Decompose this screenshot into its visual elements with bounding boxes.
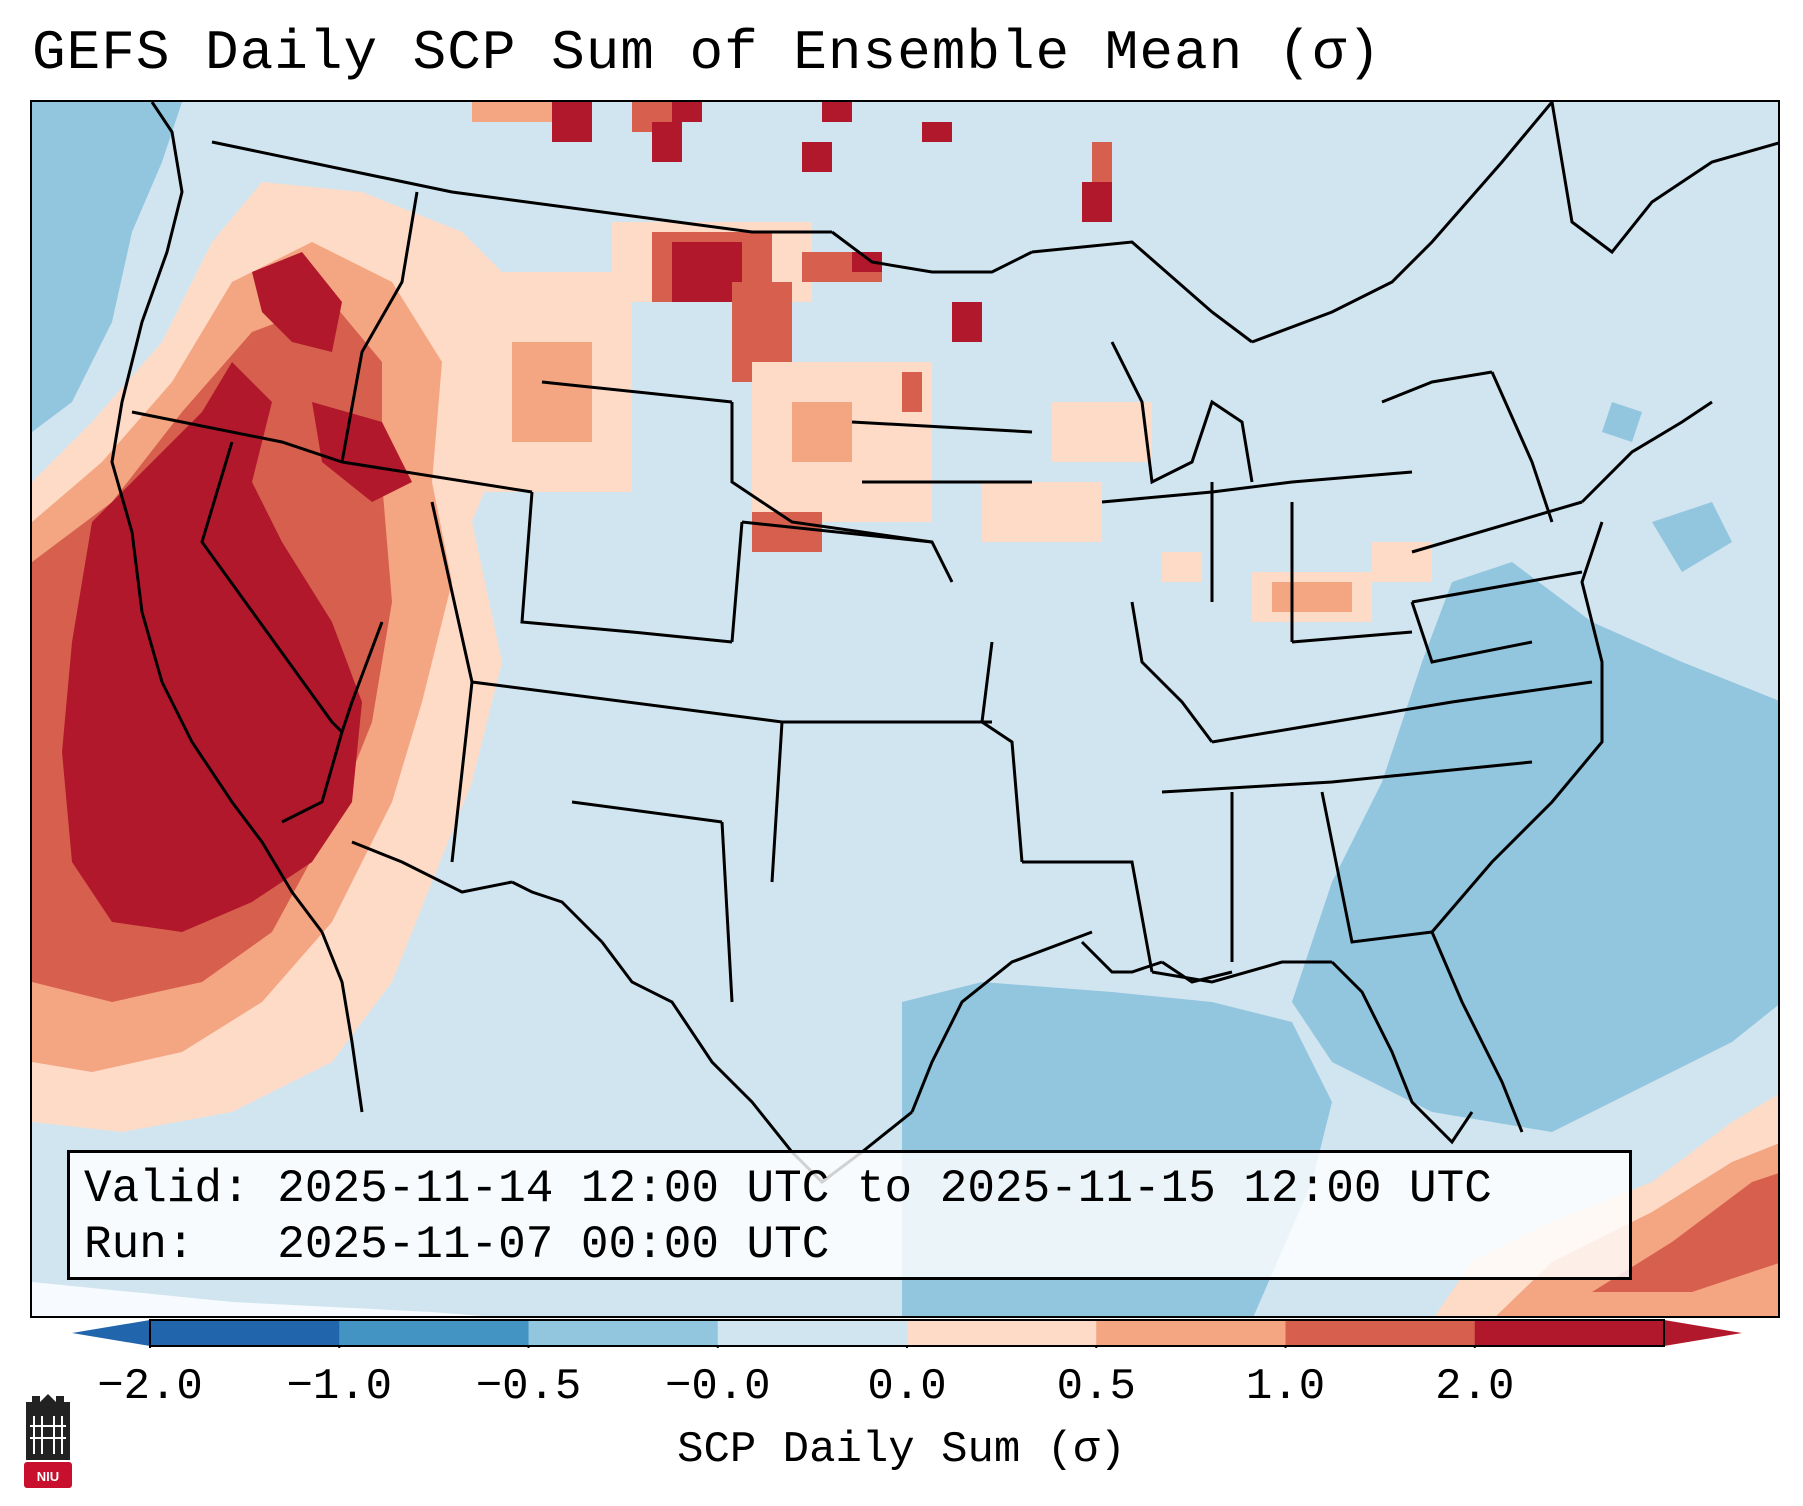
- colorbar-over-triangle: [1664, 1320, 1742, 1346]
- colorbar-bin: [150, 1320, 340, 1346]
- coastlines-and-borders: [110, 102, 1778, 1184]
- logo-text: NIU: [37, 1469, 59, 1484]
- oregon-max: [252, 252, 342, 352]
- domain-edge: [32, 1282, 482, 1316]
- colorbar-bin: [339, 1320, 529, 1346]
- colorbar-tick-label: −0.0: [664, 1362, 771, 1412]
- colorbar-bin: [1285, 1320, 1476, 1346]
- atlantic-negative-patch: [1652, 502, 1732, 572]
- colorbar-tick-label: −0.5: [475, 1362, 582, 1412]
- map-panel[interactable]: [30, 100, 1780, 1318]
- colorbar-tick-label: −2.0: [97, 1362, 203, 1412]
- validity-info-box: Valid: 2025-11-14 12:00 UTC to 2025-11-1…: [67, 1150, 1632, 1280]
- colorbar-bin: [1474, 1320, 1665, 1346]
- map-canvas: [32, 102, 1778, 1316]
- colorbar-bin: [1096, 1320, 1286, 1346]
- run-label: Run:: [84, 1219, 195, 1271]
- colorbar-under-triangle: [72, 1320, 150, 1346]
- pacific-negative-area: [32, 102, 182, 432]
- colorbar-label: SCP Daily Sum (σ): [677, 1425, 1126, 1475]
- colorbar-bin: [528, 1320, 719, 1346]
- colorbar-tick-label: 2.0: [1435, 1362, 1515, 1412]
- northern-plains-positive-patches: [472, 102, 1432, 622]
- valid-range: 2025-11-14 12:00 UTC to 2025-11-15 12:00…: [277, 1163, 1492, 1215]
- colorbar-tick-label: 1.0: [1245, 1362, 1326, 1412]
- colorbar-bin: [717, 1320, 908, 1346]
- valid-label: Valid:: [84, 1163, 250, 1215]
- niu-logo: NIU: [24, 1394, 72, 1488]
- colorbar-tick-label: 0.0: [867, 1362, 947, 1412]
- map-title: GEFS Daily SCP Sum of Ensemble Mean (σ): [32, 21, 1382, 85]
- caribbean-positive-strong: [1592, 1173, 1778, 1292]
- colorbar-tick-label: −1.0: [286, 1362, 393, 1412]
- run-time: 2025-11-07 00:00 UTC: [277, 1219, 830, 1271]
- colorbar-tick-label: 0.5: [1056, 1362, 1136, 1412]
- colorbar-bin: [907, 1320, 1097, 1346]
- idaho-max: [312, 402, 412, 502]
- northeast-negative-patch: [1602, 402, 1642, 442]
- california-nevada-max: [62, 362, 362, 932]
- colorbar: [72, 1319, 1742, 1348]
- atlantic-negative-area: [1292, 562, 1778, 1132]
